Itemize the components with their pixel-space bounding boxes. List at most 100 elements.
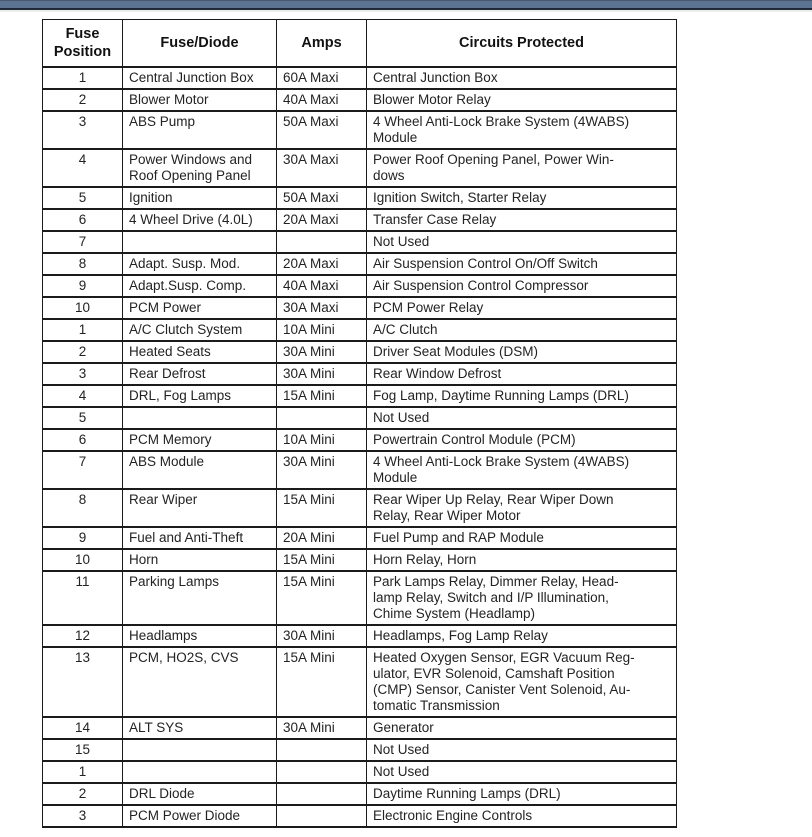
cell-fuse: PCM Power Diode [122, 804, 277, 828]
cell-circuits: Not Used [366, 760, 677, 784]
cell-position: 1 [42, 318, 123, 342]
cell-amps: 50A Maxi [276, 186, 367, 210]
cell-amps: 30A Mini [276, 716, 367, 740]
col-header-fuse-diode: Fuse/Diode [122, 19, 277, 68]
cell-fuse: PCM Memory [122, 428, 277, 452]
cell-position: 5 [42, 406, 123, 430]
cell-circuits: Air Suspension Control Compressor [366, 274, 677, 298]
cell-amps: 30A Mini [276, 450, 367, 490]
cell-amps: 40A Maxi [276, 88, 367, 112]
table-row: 4 DRL, Fog Lamps 15A Mini Fog Lamp, Daytime… [42, 384, 677, 408]
cell-amps: 30A Mini [276, 362, 367, 386]
cell-position: 7 [42, 230, 123, 254]
cell-fuse: Horn [122, 548, 277, 572]
cell-position: 2 [42, 782, 123, 806]
cell-circuits: Fuel Pump and RAP Module [366, 526, 677, 550]
cell-circuits: Headlamps, Fog Lamp Relay [366, 624, 677, 648]
cell-position: 3 [42, 362, 123, 386]
cell-amps: 30A Mini [276, 624, 367, 648]
cell-amps: 40A Maxi [276, 274, 367, 298]
table-row: 6 PCM Memory 10A Mini Powertrain Control Mo… [42, 428, 677, 452]
cell-circuits: Generator [366, 716, 677, 740]
cell-amps: 20A Maxi [276, 252, 367, 276]
cell-fuse [122, 230, 277, 254]
cell-amps: 20A Maxi [276, 208, 367, 232]
cell-fuse: PCM Power [122, 296, 277, 320]
cell-amps: 20A Mini [276, 526, 367, 550]
table-row: 3 PCM Power Diode Electronic Engine Contro… [42, 804, 677, 828]
cell-fuse: ALT SYS [122, 716, 277, 740]
cell-position: 8 [42, 252, 123, 276]
cell-amps: 15A Mini [276, 548, 367, 572]
cell-position: 4 [42, 384, 123, 408]
cell-amps [276, 782, 367, 806]
cell-circuits: Daytime Running Lamps (DRL) [366, 782, 677, 806]
cell-fuse: 4 Wheel Drive (4.0L) [122, 208, 277, 232]
cell-fuse: ABS Module [122, 450, 277, 490]
cell-position: 6 [42, 208, 123, 232]
cell-fuse: Rear Defrost [122, 362, 277, 386]
table-row: 1 A/C Clutch System 10A Mini A/C Clutch [42, 318, 677, 342]
cell-position: 9 [42, 526, 123, 550]
cell-fuse: Fuel and Anti-Theft [122, 526, 277, 550]
cell-circuits: A/C Clutch [366, 318, 677, 342]
table-row: 10 Horn 15A Mini Horn Relay, Horn [42, 548, 677, 572]
table-row: 3 Rear Defrost 30A Mini Rear Window Defrost [42, 362, 677, 386]
cell-fuse: ABS Pump [122, 110, 277, 150]
cell-position: 10 [42, 296, 123, 320]
cell-fuse: Power Windows and Roof Opening Panel [122, 148, 277, 188]
cell-amps: 30A Maxi [276, 296, 367, 320]
cell-amps [276, 804, 367, 828]
cell-amps [276, 230, 367, 254]
cell-amps [276, 738, 367, 762]
table-row: 9 Fuel and Anti-Theft 20A Mini Fuel Pump an… [42, 526, 677, 550]
cell-position: 2 [42, 340, 123, 364]
table-header: Fuse Position Fuse/Diode Amps Circuits P… [42, 19, 677, 68]
cell-circuits: Not Used [366, 230, 677, 254]
cell-circuits: Electronic Engine Controls [366, 804, 677, 828]
fuse-table-body: 1 Central Junction Box 60A Maxi Central Jun… [42, 66, 677, 828]
top-bar-divider [0, 10, 812, 12]
cell-circuits: Fog Lamp, Daytime Running Lamps (DRL) [366, 384, 677, 408]
cell-amps: 50A Maxi [276, 110, 367, 150]
cell-position: 14 [42, 716, 123, 740]
cell-fuse: Ignition [122, 186, 277, 210]
table-row: 5 Ignition 50A Maxi Ignition Switch, Starte… [42, 186, 677, 210]
cell-amps [276, 406, 367, 430]
cell-position: 9 [42, 274, 123, 298]
cell-circuits: Transfer Case Relay [366, 208, 677, 232]
cell-circuits: Not Used [366, 406, 677, 430]
cell-fuse: Rear Wiper [122, 488, 277, 528]
cell-fuse [122, 760, 277, 784]
cell-circuits: Not Used [366, 738, 677, 762]
cell-fuse: DRL, Fog Lamps [122, 384, 277, 408]
cell-position: 3 [42, 110, 123, 150]
cell-amps: 15A Mini [276, 488, 367, 528]
cell-fuse: A/C Clutch System [122, 318, 277, 342]
cell-circuits: Blower Motor Relay [366, 88, 677, 112]
table-row: 1 Not Used [42, 760, 677, 784]
cell-circuits: Driver Seat Modules (DSM) [366, 340, 677, 364]
table-row: 2 Blower Motor 40A Maxi Blower Motor Relay [42, 88, 677, 112]
table-row: 8 Adapt. Susp. Mod. 20A Maxi Air Suspension… [42, 252, 677, 276]
table-row: 9 Adapt.Susp. Comp. 40A Maxi Air Suspension… [42, 274, 677, 298]
cell-fuse: PCM, HO2S, CVS [122, 646, 277, 718]
table-row: 10 PCM Power 30A Maxi PCM Power Relay [42, 296, 677, 320]
cell-circuits: Air Suspension Control On/Off Switch [366, 252, 677, 276]
cell-circuits: Ignition Switch, Starter Relay [366, 186, 677, 210]
cell-circuits: Heated Oxygen Sensor, EGR Vacuum Reg- ul… [366, 646, 677, 718]
table-row: 14 ALT SYS 30A Mini Generator [42, 716, 677, 740]
table-row: 5 Not Used [42, 406, 677, 430]
cell-fuse: DRL Diode [122, 782, 277, 806]
cell-fuse: Heated Seats [122, 340, 277, 364]
cell-circuits: Horn Relay, Horn [366, 548, 677, 572]
cell-position: 1 [42, 66, 123, 90]
cell-amps: 60A Maxi [276, 66, 367, 90]
cell-circuits: Powertrain Control Module (PCM) [366, 428, 677, 452]
cell-fuse [122, 738, 277, 762]
cell-position: 8 [42, 488, 123, 528]
cell-circuits: 4 Wheel Anti-Lock Brake System (4WABS) M… [366, 110, 677, 150]
cell-circuits: Park Lamps Relay, Dimmer Relay, Head- la… [366, 570, 677, 626]
